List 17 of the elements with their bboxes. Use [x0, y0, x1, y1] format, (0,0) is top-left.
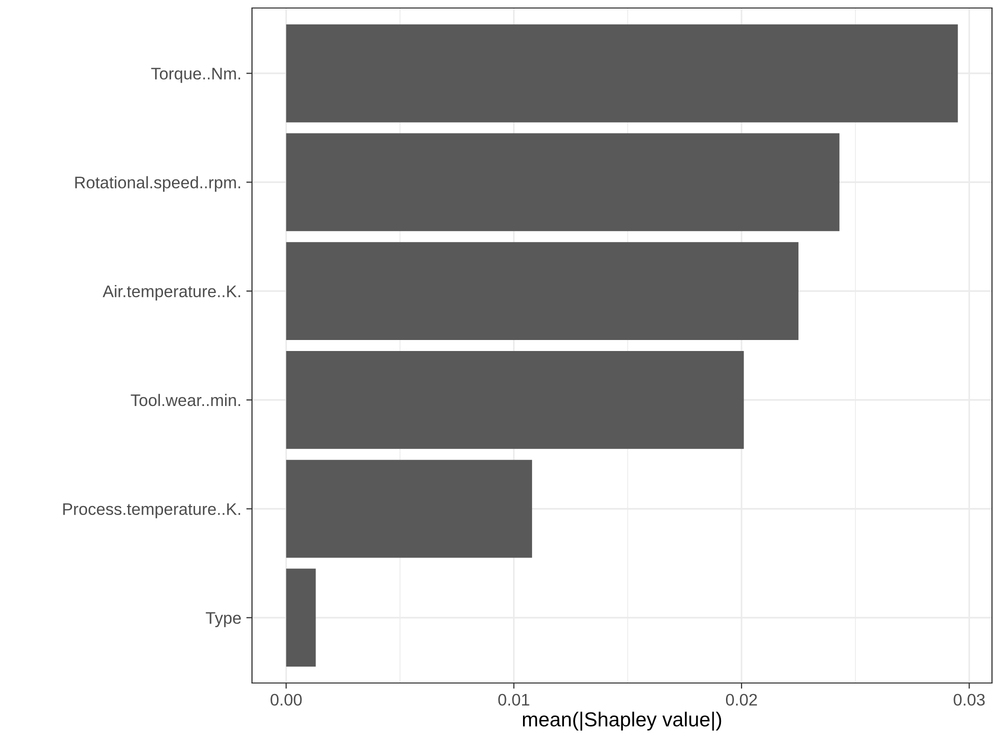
y-tick-label: Process.temperature..K.: [63, 503, 240, 518]
y-tick-label: Type: [206, 612, 241, 628]
x-tick-label: 0.00: [270, 694, 302, 706]
y-tick-label: Rotational.speed..rpm.: [75, 176, 240, 192]
y-tick-label: Tool.wear..min.: [130, 394, 240, 406]
bar: [286, 568, 316, 667]
bar: [286, 460, 532, 558]
x-tick-label: 0.01: [498, 694, 530, 706]
x-axis-title: mean(|Shapley value|): [522, 712, 722, 731]
y-tick-label: Torque..Nm.: [151, 68, 240, 83]
x-tick-label: 0.03: [954, 694, 985, 706]
bar: [286, 133, 840, 232]
bar: [286, 350, 744, 449]
bar: [286, 242, 798, 340]
y-tick-label: Air.temperature..K.: [102, 285, 240, 301]
bar: [286, 24, 958, 122]
x-tick-label: 0.02: [726, 694, 757, 706]
